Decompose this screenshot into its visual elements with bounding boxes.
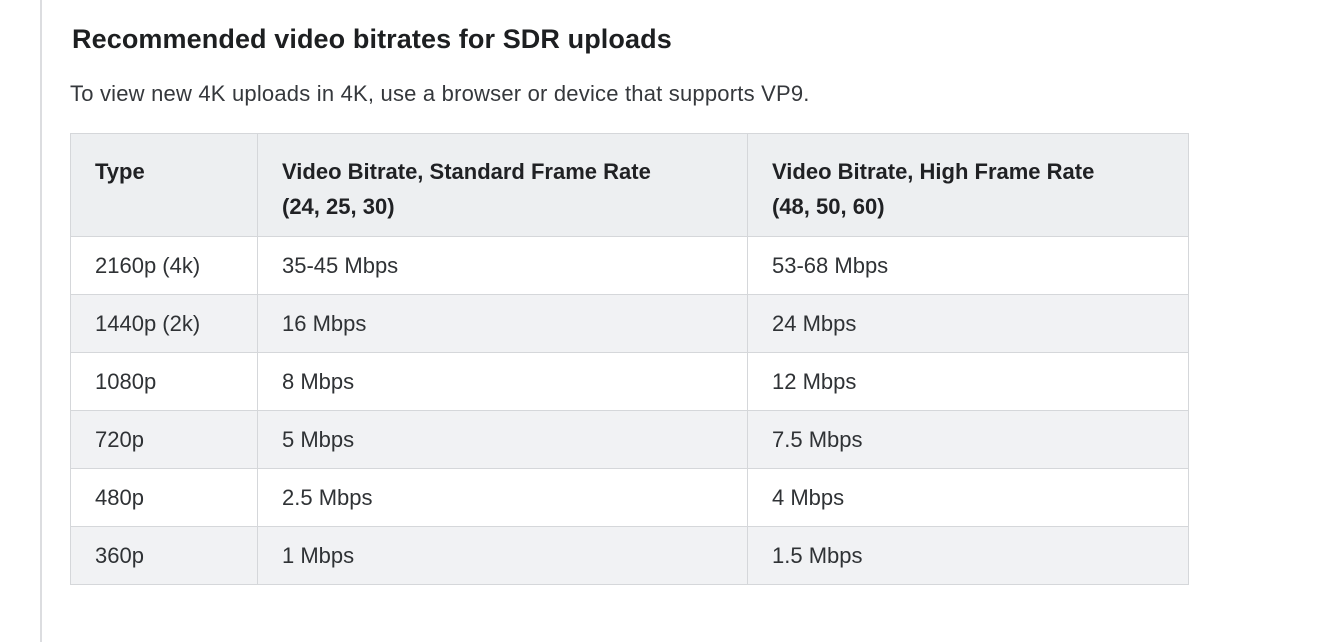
table-header-row: Type Video Bitrate, Standard Frame Rate …	[70, 133, 1189, 237]
cell-standard-bitrate: 2.5 Mbps	[257, 468, 748, 527]
cell-high-bitrate: 4 Mbps	[747, 468, 1189, 527]
cell-type: 360p	[70, 526, 258, 585]
table-row: 2160p (4k) 35-45 Mbps 53-68 Mbps	[70, 236, 1189, 295]
column-header-high-frame-rate: Video Bitrate, High Frame Rate (48, 50, …	[747, 133, 1189, 237]
cell-type: 1440p (2k)	[70, 294, 258, 353]
cell-type: 1080p	[70, 352, 258, 411]
bitrate-table: Type Video Bitrate, Standard Frame Rate …	[70, 133, 1189, 585]
intro-text: To view new 4K uploads in 4K, use a brow…	[70, 81, 810, 106]
column-header-standard-frame-rate: Video Bitrate, Standard Frame Rate (24, …	[257, 133, 748, 237]
cell-high-bitrate: 24 Mbps	[747, 294, 1189, 353]
cell-high-bitrate: 1.5 Mbps	[747, 526, 1189, 585]
cell-standard-bitrate: 16 Mbps	[257, 294, 748, 353]
column-header-standard-sub: (24, 25, 30)	[282, 194, 395, 219]
column-header-high-label: Video Bitrate, High Frame Rate	[772, 159, 1095, 184]
cell-standard-bitrate: 8 Mbps	[257, 352, 748, 411]
column-header-type: Type	[70, 133, 258, 237]
cell-type: 2160p (4k)	[70, 236, 258, 295]
article-content: Recommended video bitrates for SDR uploa…	[70, 0, 1189, 585]
cell-high-bitrate: 7.5 Mbps	[747, 410, 1189, 469]
page-title: Recommended video bitrates for SDR uploa…	[72, 24, 672, 54]
cell-type: 480p	[70, 468, 258, 527]
column-header-high-sub: (48, 50, 60)	[772, 194, 885, 219]
table-row: 1080p 8 Mbps 12 Mbps	[70, 352, 1189, 411]
cell-standard-bitrate: 1 Mbps	[257, 526, 748, 585]
cell-standard-bitrate: 5 Mbps	[257, 410, 748, 469]
cell-high-bitrate: 12 Mbps	[747, 352, 1189, 411]
column-header-type-label: Type	[95, 159, 145, 184]
table-row: 360p 1 Mbps 1.5 Mbps	[70, 526, 1189, 585]
table-row: 1440p (2k) 16 Mbps 24 Mbps	[70, 294, 1189, 353]
cell-high-bitrate: 53-68 Mbps	[747, 236, 1189, 295]
cell-type: 720p	[70, 410, 258, 469]
table-row: 720p 5 Mbps 7.5 Mbps	[70, 410, 1189, 469]
column-header-standard-label: Video Bitrate, Standard Frame Rate	[282, 159, 651, 184]
cell-standard-bitrate: 35-45 Mbps	[257, 236, 748, 295]
table-row: 480p 2.5 Mbps 4 Mbps	[70, 468, 1189, 527]
content-left-divider	[40, 0, 42, 642]
